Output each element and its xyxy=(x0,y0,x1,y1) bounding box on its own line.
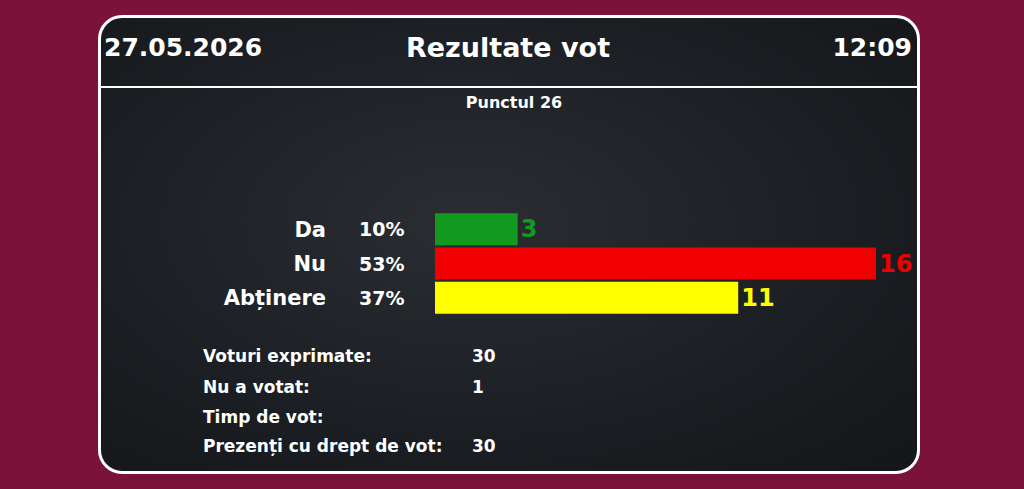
svg-text:Da: Da xyxy=(294,218,326,242)
svg-text:3: 3 xyxy=(521,215,538,243)
html-text:30: 30 xyxy=(472,346,496,366)
svg-text:37%: 37% xyxy=(359,287,404,309)
svg-text:Abținere: Abținere xyxy=(224,286,326,311)
svg-text:53%: 53% xyxy=(359,253,404,275)
html-text:Prezenți cu drept de vot:: Prezenți cu drept de vot: xyxy=(203,436,443,456)
svg-text:11: 11 xyxy=(741,284,774,312)
html-text:Nu a votat:: Nu a votat: xyxy=(203,377,310,397)
svg-text:16: 16 xyxy=(879,250,912,278)
svg-text:10%: 10% xyxy=(359,218,404,240)
html-text:27.05.2026: 27.05.2026 xyxy=(104,33,263,62)
html-text:Timp de vot:: Timp de vot: xyxy=(203,407,324,427)
svg-text:Nu: Nu xyxy=(293,252,326,276)
html-text:Voturi exprimate:: Voturi exprimate: xyxy=(203,346,372,366)
html-text:Punctul 26: Punctul 26 xyxy=(465,93,563,112)
html-text:Rezultate vot: Rezultate vot xyxy=(405,32,610,63)
html-text:30: 30 xyxy=(472,436,496,456)
html-text:12:09: 12:09 xyxy=(832,33,912,62)
html-text:1: 1 xyxy=(472,377,484,397)
